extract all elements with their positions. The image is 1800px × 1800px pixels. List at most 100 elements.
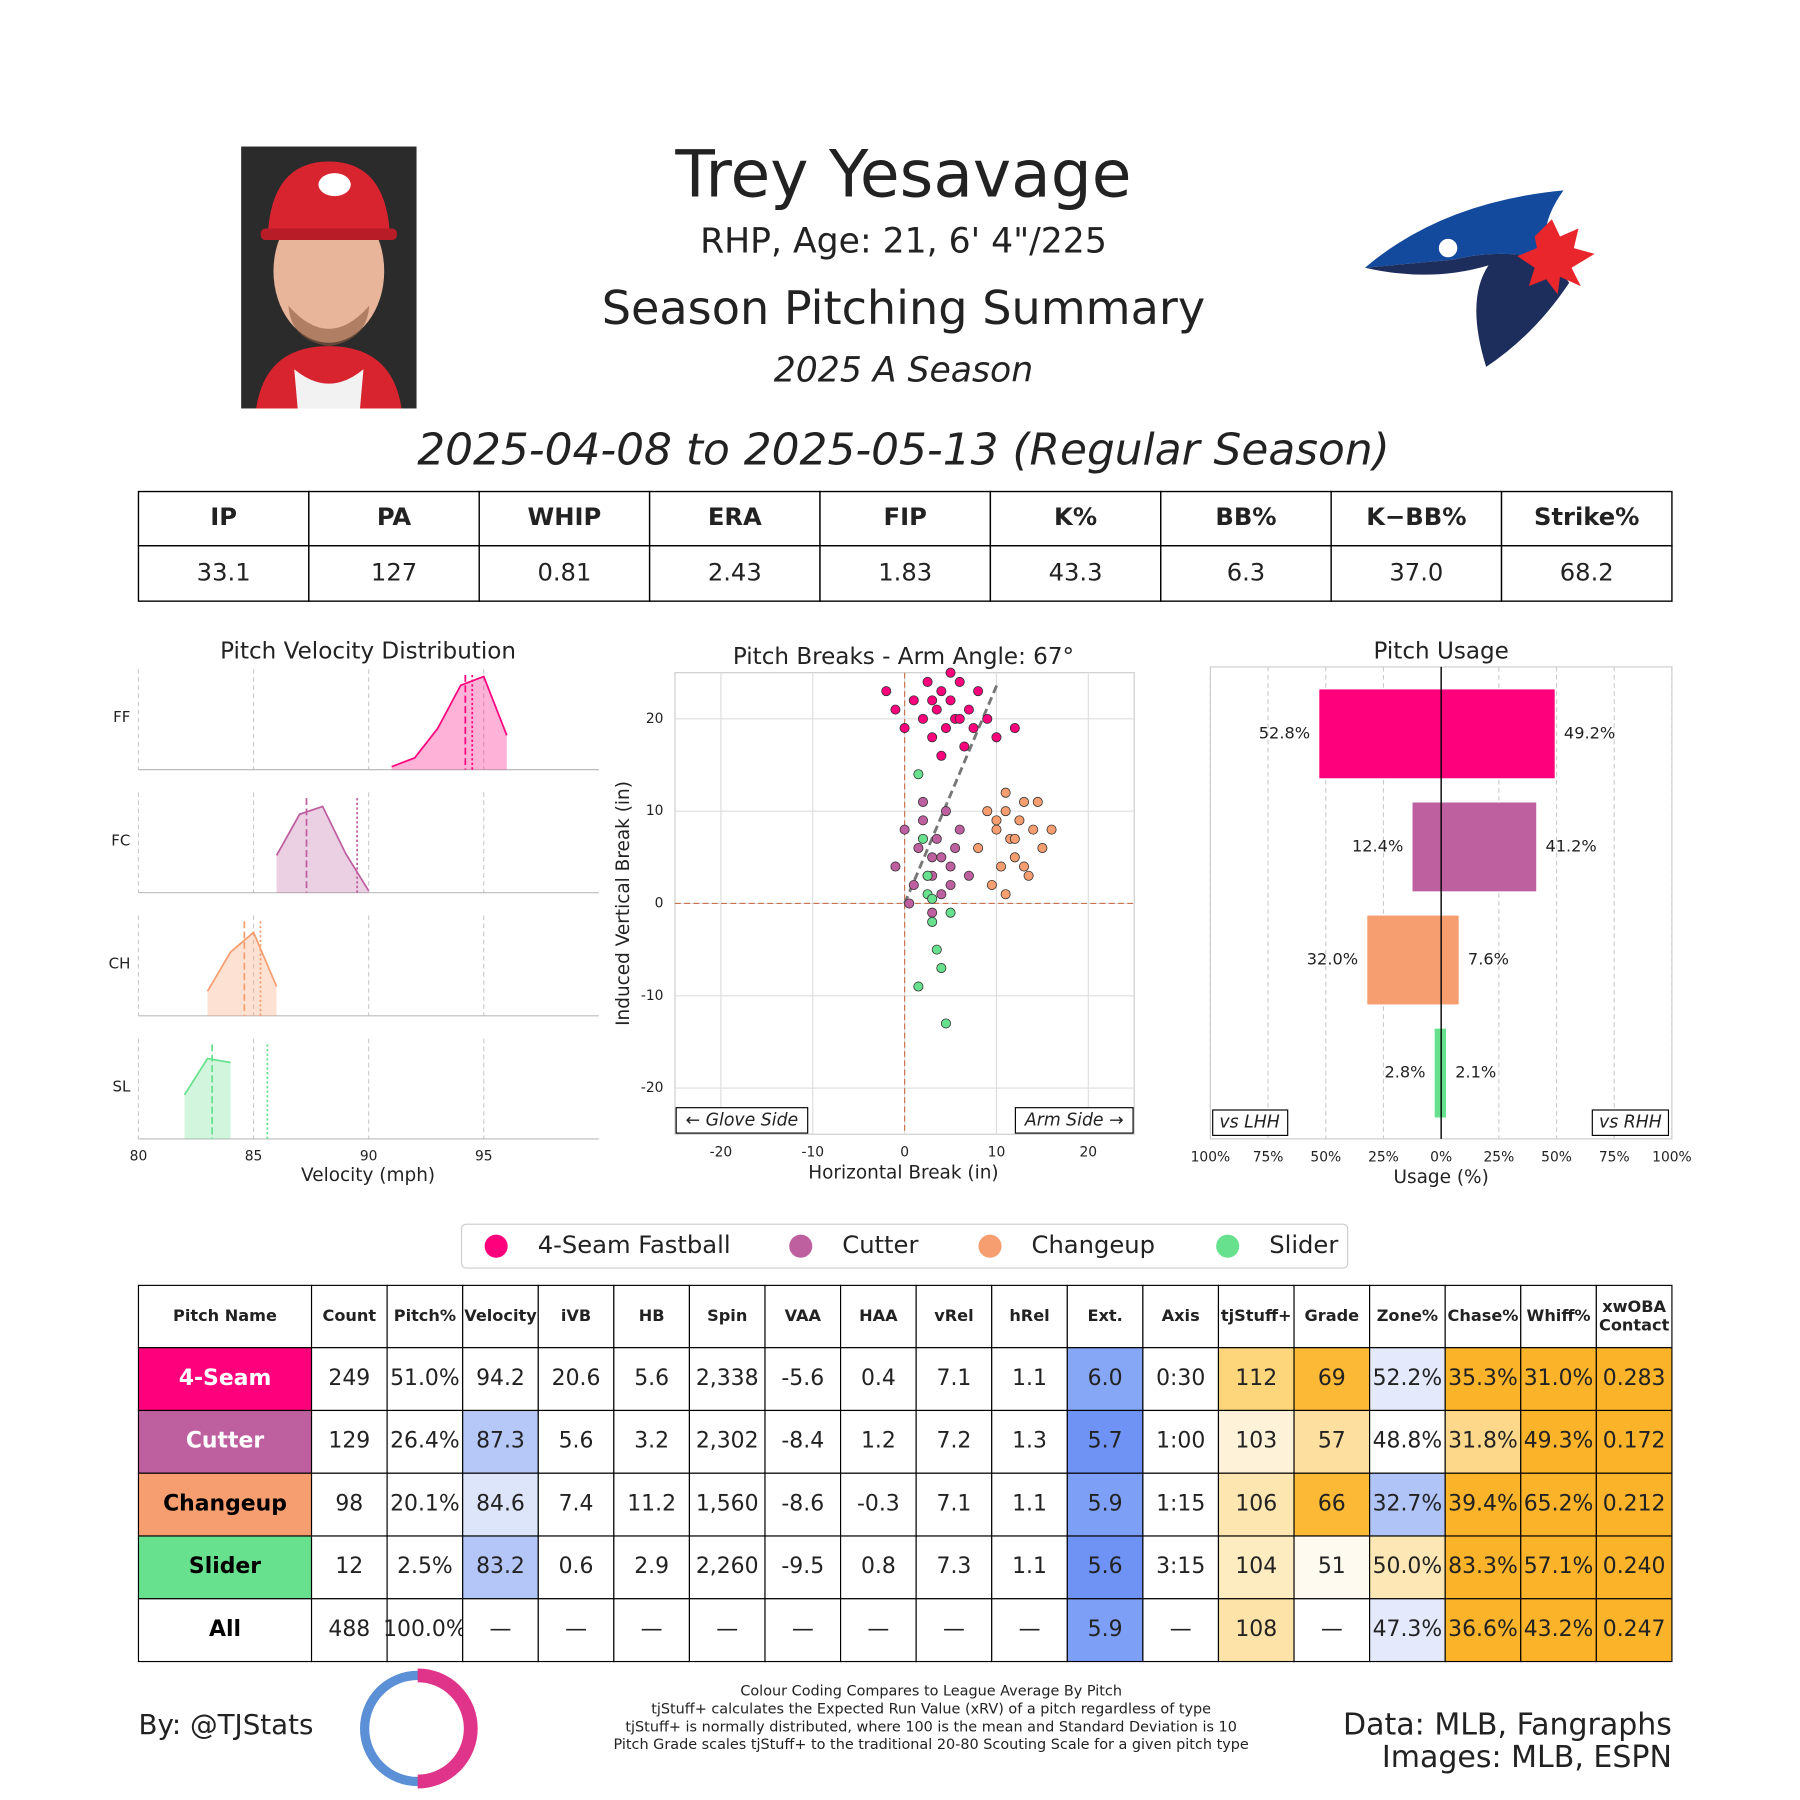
table-cell bbox=[462, 1347, 539, 1412]
report-title: Season Pitching Summary bbox=[602, 281, 1205, 335]
table-header: Pitch% bbox=[394, 1306, 456, 1325]
table-value: 0.240 bbox=[1603, 1554, 1666, 1579]
table-value: 20.6 bbox=[552, 1366, 601, 1391]
table-value: -5.6 bbox=[781, 1366, 824, 1391]
player-photo bbox=[241, 146, 417, 409]
pitch-name: Slider bbox=[189, 1554, 261, 1579]
table-value: 2,338 bbox=[696, 1366, 759, 1391]
pitch-name: Cutter bbox=[186, 1429, 264, 1454]
x-tick-label: 100% bbox=[1652, 1149, 1692, 1165]
table-cell bbox=[1595, 1472, 1673, 1537]
table-header: iVB bbox=[561, 1306, 591, 1325]
pitch-name: All bbox=[209, 1617, 241, 1642]
value-label: 7.6% bbox=[1468, 950, 1509, 969]
table-cell bbox=[991, 1347, 1068, 1412]
table-cell bbox=[1142, 1409, 1220, 1474]
table-header: Contact bbox=[1599, 1315, 1670, 1334]
stats-value: 0.81 bbox=[537, 558, 591, 586]
table-value: 39.4% bbox=[1448, 1491, 1518, 1516]
table-value: 1.1 bbox=[1012, 1366, 1047, 1391]
pitch-point bbox=[913, 769, 924, 780]
tjstats-logo bbox=[360, 1668, 478, 1789]
table-cell bbox=[613, 1472, 690, 1537]
stats-header-cell bbox=[137, 490, 310, 547]
pitch-point bbox=[959, 741, 970, 752]
x-tick-label: 25% bbox=[1368, 1149, 1399, 1165]
stats-header: WHIP bbox=[528, 503, 602, 531]
table-value: 100.0% bbox=[383, 1617, 467, 1642]
stats-header-cell bbox=[478, 490, 651, 547]
table-value: — bbox=[641, 1617, 663, 1642]
table-value: — bbox=[716, 1617, 738, 1642]
table-cell bbox=[1520, 1535, 1597, 1600]
pitch-point bbox=[982, 713, 993, 724]
table-cell bbox=[462, 1535, 539, 1600]
pitch-point bbox=[982, 806, 993, 817]
pitch-point bbox=[922, 676, 933, 687]
pitch-point bbox=[936, 852, 947, 863]
stats-value: 6.3 bbox=[1227, 558, 1266, 586]
table-value: 1.3 bbox=[1012, 1429, 1047, 1454]
table-cell bbox=[1142, 1598, 1220, 1663]
pitch-point bbox=[1018, 861, 1030, 872]
table-value: 7.2 bbox=[937, 1429, 972, 1454]
density-line bbox=[391, 675, 508, 768]
table-cell bbox=[1066, 1347, 1144, 1412]
table-value: 249 bbox=[328, 1366, 370, 1391]
table-value: 1,560 bbox=[696, 1491, 759, 1516]
pitch-point bbox=[1032, 796, 1043, 807]
table-cell bbox=[1142, 1347, 1220, 1412]
annotation-box bbox=[1591, 1109, 1670, 1136]
stats-header-cell bbox=[1500, 490, 1673, 547]
table-cell bbox=[915, 1598, 993, 1663]
table-cell bbox=[137, 1409, 313, 1474]
density-fill bbox=[391, 676, 507, 770]
table-cell bbox=[839, 1409, 917, 1474]
pitch-point bbox=[1000, 889, 1011, 900]
stats-value: 2.43 bbox=[708, 558, 762, 586]
table-value: 0.212 bbox=[1603, 1491, 1666, 1516]
footnote: tjStuff+ is normally distributed, where … bbox=[625, 1719, 1237, 1735]
table-cell bbox=[991, 1472, 1068, 1537]
pitch-point bbox=[991, 815, 1002, 826]
table-header-cell bbox=[613, 1284, 690, 1349]
pitch-point bbox=[945, 907, 956, 918]
table-cell bbox=[462, 1598, 539, 1663]
table-header-cell bbox=[462, 1284, 539, 1349]
table-cell bbox=[1595, 1347, 1673, 1412]
x-tick-label: 20 bbox=[1080, 1145, 1098, 1161]
stats-value: 127 bbox=[371, 558, 417, 586]
stats-header: K−BB% bbox=[1366, 503, 1466, 531]
pitch-point bbox=[991, 824, 1002, 835]
pitch-name: 4-Seam bbox=[179, 1366, 272, 1391]
legend-marker bbox=[978, 1234, 1002, 1258]
table-value: — bbox=[490, 1617, 512, 1642]
table-cell bbox=[386, 1347, 464, 1412]
table-cell bbox=[1520, 1409, 1597, 1474]
pitch-point bbox=[917, 713, 929, 724]
annotation-box bbox=[1212, 1109, 1289, 1136]
table-cell bbox=[613, 1598, 690, 1663]
usage-bar bbox=[1367, 915, 1442, 1005]
x-tick-label: 75% bbox=[1253, 1149, 1284, 1165]
usage-bar bbox=[1412, 802, 1442, 892]
stats-value-cell bbox=[648, 545, 821, 602]
x-tick-label: -10 bbox=[801, 1145, 824, 1161]
stats-header: Strike% bbox=[1534, 503, 1639, 531]
table-value: 0:30 bbox=[1156, 1366, 1205, 1391]
pitch-point bbox=[945, 667, 956, 678]
table-header-cell bbox=[839, 1284, 917, 1349]
table-header: Grade bbox=[1305, 1306, 1360, 1325]
table-value: 7.4 bbox=[559, 1491, 594, 1516]
table-value: 26.4% bbox=[390, 1429, 460, 1454]
table-header: VAA bbox=[785, 1306, 822, 1325]
table-value: 0.247 bbox=[1603, 1617, 1666, 1642]
table-cell bbox=[310, 1409, 388, 1474]
pitch-point bbox=[1009, 852, 1020, 863]
table-value: -9.5 bbox=[781, 1554, 824, 1579]
table-cell bbox=[1520, 1472, 1597, 1537]
stats-header: PA bbox=[377, 503, 412, 531]
table-cell bbox=[688, 1472, 766, 1537]
legend-label: Changeup bbox=[1032, 1231, 1155, 1259]
